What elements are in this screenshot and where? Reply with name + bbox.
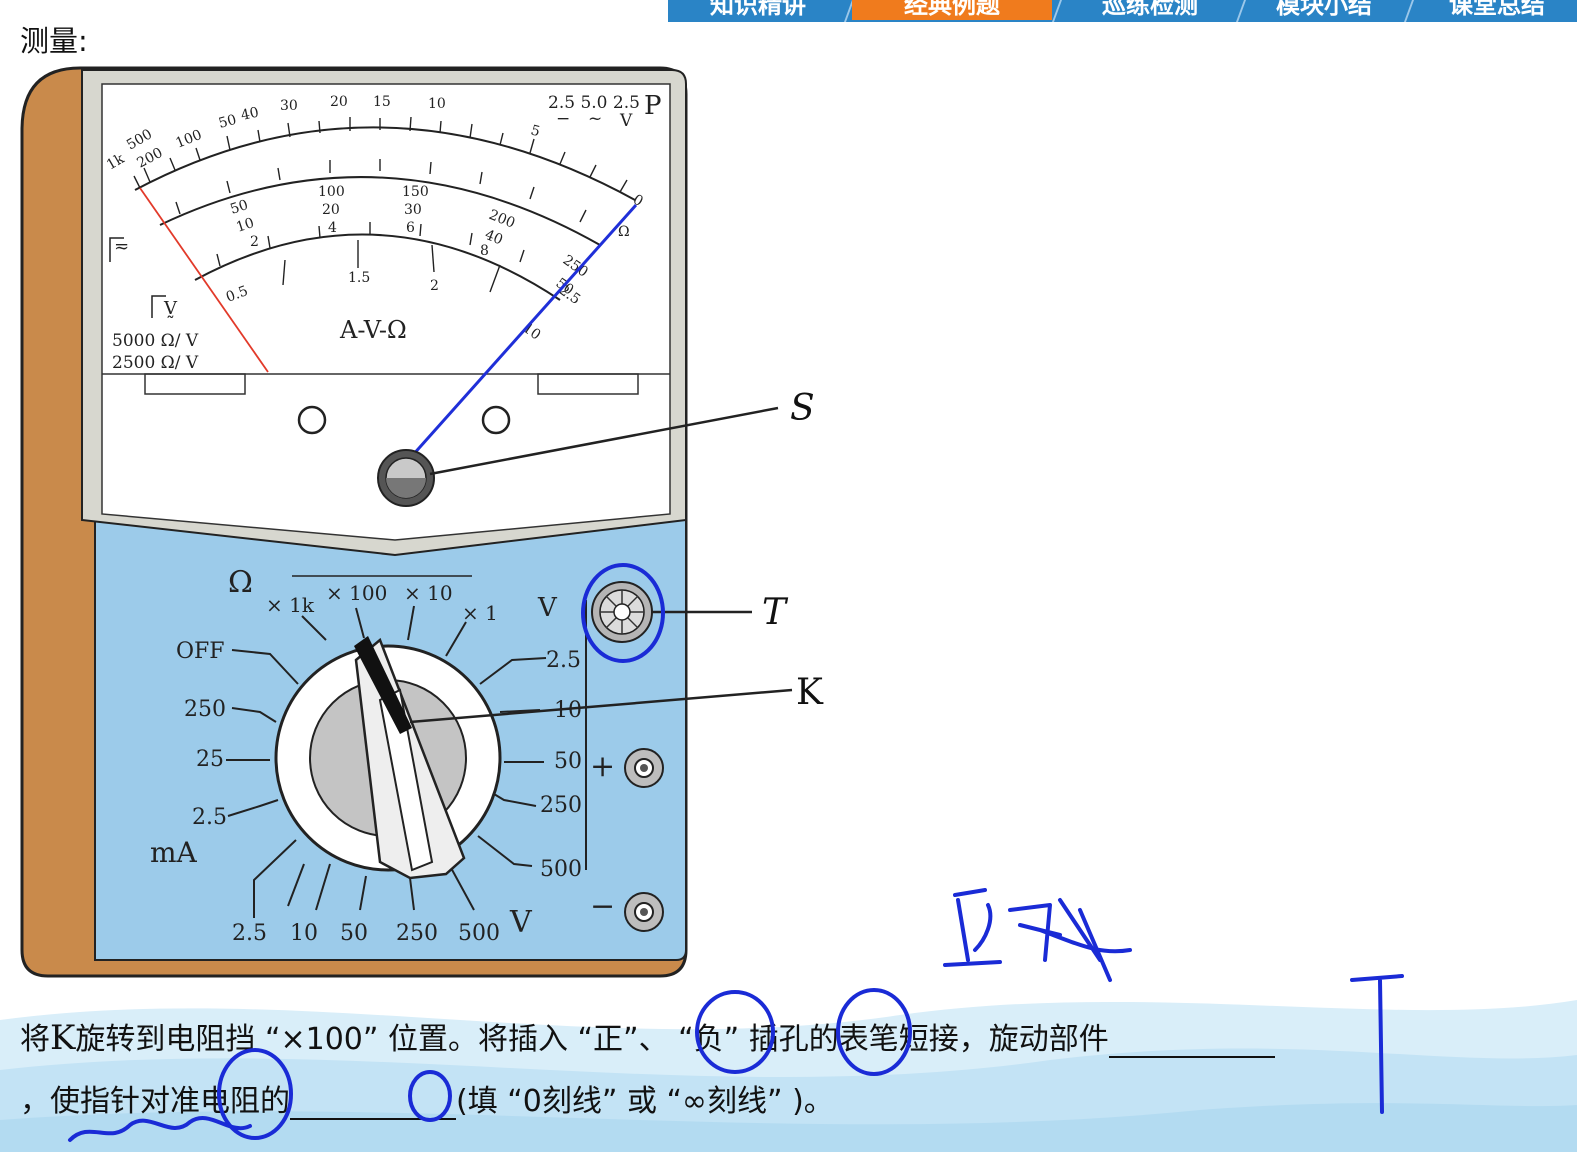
mid-scale-label: 50 bbox=[228, 197, 250, 218]
dial-ac-v-range: 500 bbox=[540, 857, 582, 882]
low-scale-label: 6 bbox=[406, 220, 415, 236]
dial-ma-range: 250 bbox=[184, 697, 226, 722]
answer-blank-1[interactable] bbox=[1108, 1026, 1275, 1058]
ac-v-scale-symbol: V̰ bbox=[163, 298, 178, 319]
dial-v-range: 2.5 bbox=[232, 921, 267, 946]
low-scale-label: 2 bbox=[250, 234, 259, 250]
sensitivity-2: 2500 Ω/ V bbox=[112, 353, 199, 373]
ac-scale-label: 2 bbox=[430, 278, 439, 294]
low-scale-label: 8 bbox=[480, 243, 489, 259]
dial-ma-range: 25 bbox=[196, 747, 224, 772]
meter-title: A-V-Ω bbox=[339, 316, 407, 344]
answer-blank-2[interactable] bbox=[290, 1088, 456, 1120]
tab-practice[interactable]: 巡练检测 bbox=[1102, 0, 1198, 19]
top-scale-label: 10 bbox=[428, 96, 446, 112]
ac-symbol: ~ bbox=[588, 109, 602, 129]
dial-off-label: OFF bbox=[176, 639, 225, 664]
sensitivity-1: 5000 Ω/ V bbox=[112, 331, 199, 351]
ac-scale-label: 1.5 bbox=[348, 270, 370, 286]
multimeter-diagram: 1k 500 200 100 50 40 30 20 15 10 5 0 Ω 5… bbox=[20, 66, 824, 978]
label-k: K bbox=[796, 672, 824, 713]
dial-ohm-label: Ω bbox=[228, 565, 253, 600]
screw-right bbox=[481, 405, 511, 435]
mid-scale-label: 150 bbox=[402, 184, 429, 200]
dc-scale-symbol: ≂ bbox=[114, 236, 129, 257]
low-scale-label: 4 bbox=[328, 220, 337, 236]
dial-ac-v-range: 2.5 bbox=[546, 648, 581, 673]
mid-scale2-label: 20 bbox=[322, 202, 340, 218]
mid-scale2-label: 30 bbox=[404, 202, 422, 218]
question-line-2: ，使指针对准电阻的 (填 “0刻线” 或 “∞刻线” )。 bbox=[20, 1084, 834, 1120]
top-scale-label: 5 bbox=[529, 122, 542, 140]
top-scale-label: 50 bbox=[217, 112, 238, 132]
dial-v-range: 250 bbox=[396, 921, 438, 946]
v-symbol: V bbox=[619, 111, 633, 131]
label-s-leader bbox=[429, 406, 779, 476]
ohm-symbol: Ω bbox=[618, 224, 630, 240]
dc-symbol: − bbox=[556, 109, 570, 129]
top-scale-label: 15 bbox=[373, 94, 391, 110]
question-line-1: 将K旋转到电阻挡 “×100” 位置。将插入 “正”、 “负” 插孔的表笔短接，… bbox=[20, 1014, 1275, 1058]
dial-ac-v-range: 50 bbox=[554, 749, 582, 774]
dial-ma-range: 2.5 bbox=[192, 805, 227, 830]
label-s: S bbox=[790, 388, 815, 429]
dial-v-label: V bbox=[509, 905, 533, 940]
label-t: T bbox=[762, 592, 789, 633]
dial-ohm-range: × 10 bbox=[404, 581, 453, 605]
screw-left bbox=[297, 405, 327, 435]
mid-scale-label: 100 bbox=[318, 184, 345, 200]
switch-pointer bbox=[354, 636, 412, 734]
dial-ac-v-range: 250 bbox=[540, 793, 582, 818]
top-navigation: 知识精讲 经典例题 巡练检测 模块小结 课堂总结 bbox=[668, 0, 1577, 22]
pointer-blue bbox=[393, 204, 638, 476]
dial-ohm-range: × 1 bbox=[462, 601, 498, 625]
meter-face bbox=[101, 83, 671, 541]
scale-ticks bbox=[133, 116, 628, 293]
minus-label: − bbox=[590, 889, 615, 924]
dial-v-range: 50 bbox=[340, 921, 368, 946]
tab-class-summary[interactable]: 课堂总结 bbox=[1449, 0, 1545, 19]
pointer-red bbox=[139, 187, 269, 373]
dial-ac-v-label: V bbox=[537, 593, 558, 623]
label-k-leader bbox=[409, 688, 793, 724]
tab-examples[interactable]: 经典例题 bbox=[852, 0, 1052, 20]
plus-label: + bbox=[590, 749, 615, 784]
dial-v-range: 500 bbox=[458, 921, 500, 946]
ac-scale-label: 0.5 bbox=[224, 283, 250, 306]
top-scale-label: 20 bbox=[330, 94, 348, 110]
dial-ohm-range: × 100 bbox=[326, 581, 387, 605]
tab-knowledge[interactable]: 知识精讲 bbox=[710, 0, 806, 19]
dial-ma-label: mA bbox=[150, 836, 198, 869]
top-right-values: 2.5 5.0 2.5 bbox=[548, 93, 640, 113]
dial-v-range: 10 bbox=[290, 921, 318, 946]
mid-scale2-label: 10 bbox=[234, 215, 256, 236]
tab-module-summary[interactable]: 模块小结 bbox=[1276, 0, 1372, 19]
dial-ohm-range: × 1k bbox=[266, 593, 315, 617]
top-scale-label: 30 bbox=[280, 98, 298, 114]
top-scale-label: 1k bbox=[104, 151, 128, 174]
top-scale-label: 40 bbox=[240, 105, 261, 124]
wave-background bbox=[0, 1000, 1577, 1152]
section-heading: 测量: bbox=[20, 24, 88, 58]
mid-scale2-label: 40 bbox=[483, 227, 506, 249]
p-label: P bbox=[644, 91, 662, 121]
